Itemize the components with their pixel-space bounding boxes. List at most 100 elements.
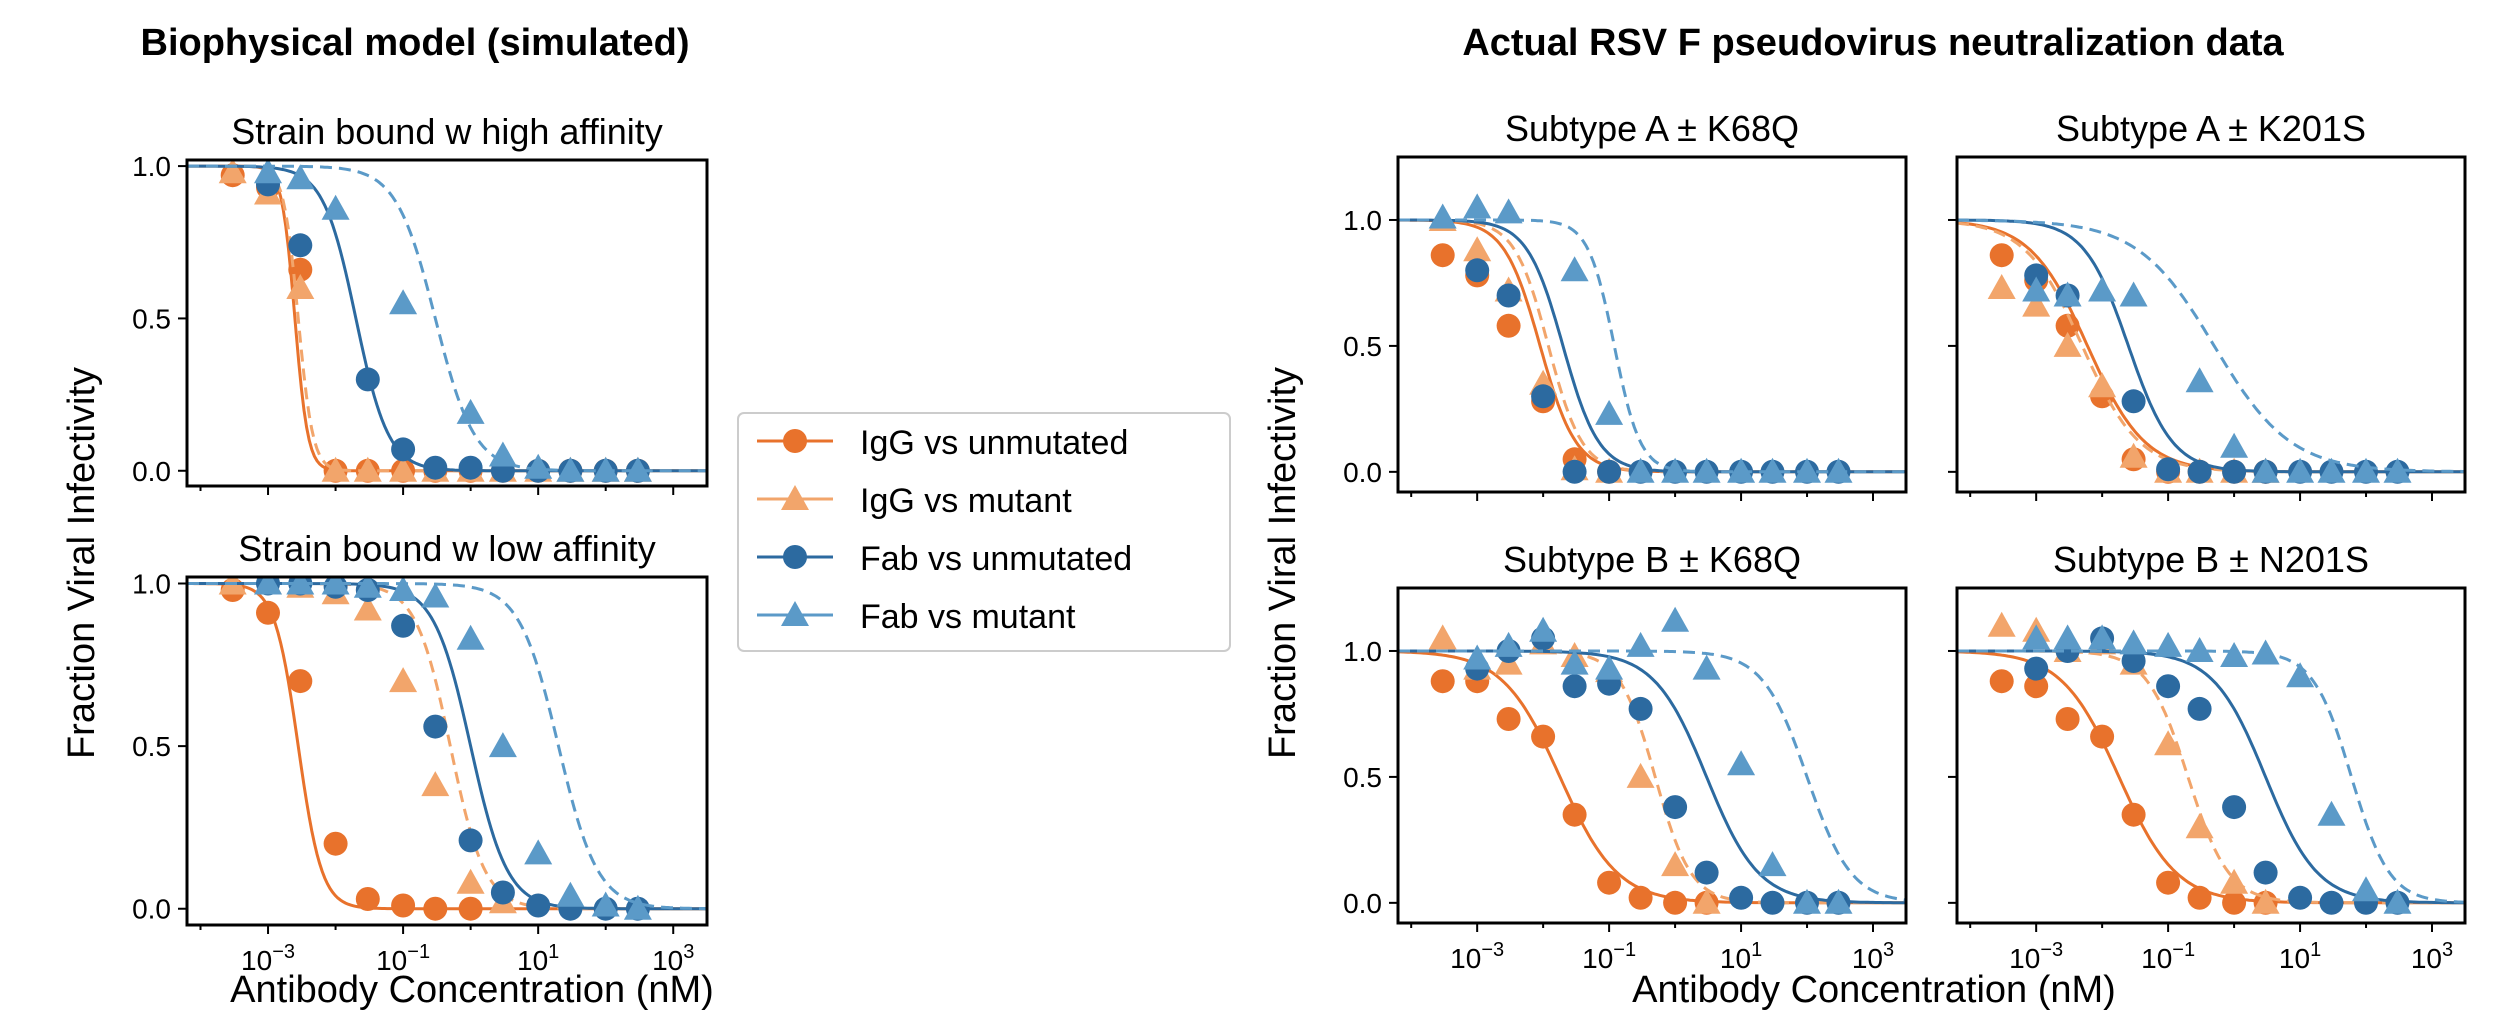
data-point (1562, 802, 1587, 827)
axes-frame (185, 575, 709, 927)
data-point (1760, 890, 1785, 915)
data-point (1661, 851, 1690, 877)
data-point (2024, 674, 2049, 699)
legend: IgG vs unmutated IgG vs mutant Fab vs un… (737, 412, 1231, 652)
data-point (2022, 624, 2051, 650)
series-fab-vs-unmutated (187, 164, 707, 483)
data-point (1529, 616, 1558, 642)
x-tick-label: 10−1 (2141, 939, 2195, 974)
data-point (355, 887, 380, 911)
data-point (1560, 649, 1589, 675)
data-point (2024, 263, 2049, 288)
data-point (458, 828, 483, 853)
data-point (423, 896, 448, 921)
legend-item-fab-unmutated: Fab vs unmutated (757, 540, 1132, 578)
data-point (1628, 696, 1653, 721)
y-tick-label: 0.5 (1343, 762, 1382, 793)
data-point (2222, 890, 2247, 915)
y-tick-label: 1.0 (1343, 636, 1382, 667)
data-point (2156, 674, 2181, 699)
data-point (1560, 256, 1589, 282)
y-tick-label: 1.0 (1343, 205, 1382, 236)
data-point (2317, 800, 2346, 826)
data-point (2053, 331, 2082, 357)
series-fab-vs-mutant (187, 160, 707, 482)
data-point (421, 582, 450, 608)
data-point (524, 839, 553, 865)
data-point (2220, 642, 2249, 667)
data-point (2185, 637, 2214, 662)
axes-frame (1955, 586, 2467, 925)
data-point (2053, 281, 2082, 307)
data-point (1987, 274, 2016, 299)
y-tick-label: 0.5 (132, 731, 171, 762)
data-point (2156, 870, 2181, 895)
y-tick-label: 1.0 (132, 151, 171, 182)
data-point (1758, 457, 1787, 483)
data-point (1428, 624, 1457, 650)
x-tick-exponent: 1 (548, 941, 559, 963)
data-point (423, 455, 448, 480)
data-point (286, 274, 315, 299)
data-point (2251, 457, 2280, 483)
data-point (1663, 795, 1688, 820)
data-point (1494, 198, 1523, 224)
fit-curve (187, 164, 707, 473)
data-point (1562, 674, 1587, 699)
panel-title: Subtype B ± N201S (2053, 539, 2369, 580)
left-figure-title: Biophysical model (simulated) (141, 22, 690, 64)
series-igg-vs-mutant (1398, 206, 1906, 483)
plot-area (1957, 218, 2465, 484)
data-point (2383, 888, 2412, 914)
fit-curve (187, 164, 707, 473)
data-point (1793, 888, 1821, 914)
data-point (526, 893, 551, 918)
plot-area (1398, 606, 1906, 915)
panel-sim-low: Strain bound w low affinity0.00.51.010−3… (132, 528, 709, 976)
legend-label-fab-mutant: Fab vs mutant (860, 598, 1076, 636)
data-point (218, 577, 247, 595)
data-point (2253, 860, 2278, 885)
legend-item-fab-mutant: Fab vs mutant (757, 598, 1076, 636)
left-x-axis-label: Antibody Concentration (nM) (230, 969, 714, 1011)
data-point (1562, 459, 1587, 484)
data-point (2383, 457, 2412, 483)
data-point (1531, 384, 1556, 409)
data-point (421, 771, 450, 797)
panel-rsv-a-k201s: Subtype A ± K201S (1948, 108, 2467, 501)
plot-area (187, 577, 707, 921)
data-point (490, 880, 515, 905)
series-fab-vs-unmutated (1398, 218, 1906, 484)
data-point (1989, 243, 2014, 268)
data-point (2119, 629, 2148, 655)
data-point (556, 456, 585, 482)
data-point (2088, 624, 2117, 650)
data-point (1430, 243, 1455, 268)
fit-curve (1957, 649, 2465, 904)
data-point (623, 456, 652, 482)
series-igg-vs-mutant (187, 160, 707, 482)
data-point (2088, 276, 2117, 302)
data-point (423, 714, 448, 739)
data-point (1824, 457, 1853, 483)
data-point (321, 577, 350, 595)
y-tick-label: 0.0 (132, 894, 171, 925)
data-point (1727, 750, 1756, 776)
x-tick-exponent: −3 (2040, 939, 2063, 961)
data-point (286, 577, 315, 595)
data-point (2352, 876, 2380, 902)
data-point (2222, 795, 2247, 820)
legend-marker-igg-mutant (781, 485, 809, 510)
data-point (1626, 762, 1655, 788)
data-point (218, 160, 247, 184)
axes-frame (1396, 155, 1908, 494)
data-point (1531, 724, 1556, 749)
legend-marker-igg-unmutated (783, 429, 807, 453)
data-point (1824, 888, 1853, 914)
data-point (1428, 203, 1457, 229)
data-point (1626, 457, 1655, 483)
data-point (353, 595, 382, 621)
panel-sim-high: Strain bound w high affinity 0.0 0.5 1.0 (132, 111, 709, 495)
data-point (1463, 193, 1492, 219)
data-point (2154, 730, 2183, 756)
